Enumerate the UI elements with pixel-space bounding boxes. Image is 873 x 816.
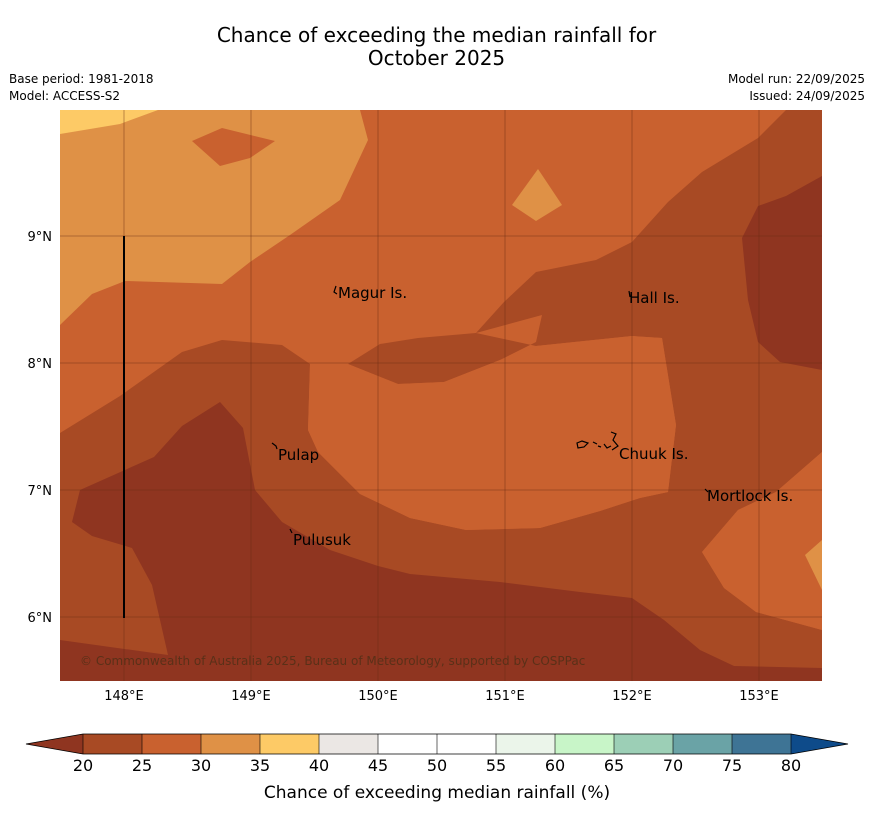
colorbar-bin-65-70 — [614, 734, 673, 754]
colorbar-bin-20-25 — [83, 734, 142, 754]
chart-title-line2: October 2025 — [367, 46, 506, 70]
lat-label-7n: 7°N — [28, 484, 53, 499]
lon-label-151e: 151°E — [485, 689, 525, 704]
lon-label-150e: 150°E — [358, 689, 398, 704]
lon-label-152e: 152°E — [612, 689, 652, 704]
colorbar-tick-55: 55 — [486, 756, 506, 775]
island-outlines — [271, 285, 709, 534]
region-25-30-southeast — [702, 452, 822, 630]
colorbar-bin-35-40 — [260, 734, 319, 754]
colorbar-tick-45: 45 — [368, 756, 388, 775]
lon-label-148e: 148°E — [104, 689, 144, 704]
colorbar-bin-50-55 — [437, 734, 496, 754]
place-label-hall: Hall Is. — [629, 289, 680, 307]
colorbar-bin-75-80 — [732, 734, 791, 754]
copyright-notice: © Commonwealth of Australia 2025, Bureau… — [80, 654, 585, 668]
colorbar-bin-30-35 — [201, 734, 260, 754]
lat-label-6n: 6°N — [28, 611, 53, 626]
colorbar-tick-75: 75 — [722, 756, 742, 775]
region-30-35-southeast-top — [805, 540, 822, 590]
colorbar-bin-25-30 — [142, 734, 201, 754]
lat-label-8n: 8°N — [28, 357, 53, 372]
colorbar-bin-70-75 — [673, 734, 732, 754]
magur-island-icon — [333, 285, 338, 295]
pulusuk-island-icon — [289, 528, 293, 534]
map-plot-area: Magur Is. Hall Is. Pulap Chuuk Is. Mortl… — [60, 110, 822, 681]
colorbar-tick-30: 30 — [191, 756, 211, 775]
model-text: Model: ACCESS-S2 — [9, 89, 121, 103]
region-35-40-corner — [60, 110, 158, 134]
colorbar-bin-60-65 — [555, 734, 614, 754]
place-label-pulap: Pulap — [278, 446, 319, 464]
pulap-island-icon — [271, 442, 278, 450]
region-25-30-blob — [192, 128, 275, 166]
lon-label-149e: 149°E — [231, 689, 271, 704]
colorbar-tick-25: 25 — [132, 756, 152, 775]
base-period-text: Base period: 1981-2018 — [9, 72, 154, 86]
mortlock-island-icon — [704, 488, 709, 493]
lon-label-153e: 153°E — [739, 689, 779, 704]
colorbar: 20 25 30 35 40 45 50 55 60 65 70 75 80 C… — [25, 733, 849, 803]
region-30-35-northwest — [60, 110, 368, 325]
region-under-20-east — [742, 176, 822, 370]
region-25-30-central — [308, 336, 676, 530]
colorbar-bin-45-50 — [378, 734, 437, 754]
colorbar-tick-80: 80 — [781, 756, 801, 775]
colorbar-tick-60: 60 — [545, 756, 565, 775]
colorbar-dividers — [82, 734, 792, 754]
region-30-35-diamond — [512, 169, 562, 221]
colorbar-bin-55-60 — [496, 734, 555, 754]
chuuk-lagoon-icon — [576, 431, 619, 451]
lat-label-9n: 9°N — [28, 230, 53, 245]
colorbar-label: Chance of exceeding median rainfall (%) — [264, 783, 610, 803]
colorbar-tick-40: 40 — [309, 756, 329, 775]
place-label-mortlock: Mortlock Is. — [707, 487, 793, 505]
hall-island-icon — [628, 290, 631, 298]
place-label-chuuk: Chuuk Is. — [619, 445, 688, 463]
colorbar-under-arrow — [26, 734, 83, 754]
colorbar-tick-35: 35 — [250, 756, 270, 775]
chart-title-line1: Chance of exceeding the median rainfall … — [216, 23, 657, 47]
issued-text: Issued: 24/09/2025 — [749, 89, 865, 103]
colorbar-tick-70: 70 — [663, 756, 683, 775]
place-label-magur: Magur Is. — [338, 284, 407, 302]
colorbar-tick-65: 65 — [604, 756, 624, 775]
model-run-text: Model run: 22/09/2025 — [727, 72, 865, 86]
colorbar-tick-50: 50 — [427, 756, 447, 775]
colorbar-over-arrow — [791, 734, 848, 754]
place-label-pulusuk: Pulusuk — [293, 531, 351, 549]
region-under-20-south — [60, 402, 822, 681]
colorbar-bin-40-45 — [319, 734, 378, 754]
colorbar-tick-20: 20 — [73, 756, 93, 775]
